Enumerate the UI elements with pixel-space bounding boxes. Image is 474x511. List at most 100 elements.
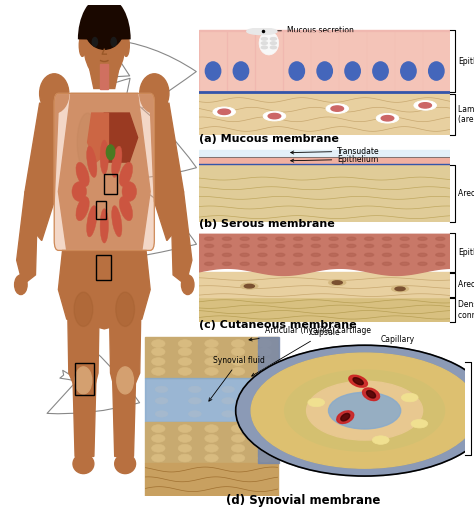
- Ellipse shape: [255, 386, 268, 392]
- Circle shape: [311, 262, 320, 265]
- Circle shape: [400, 253, 409, 257]
- Ellipse shape: [72, 182, 87, 201]
- Ellipse shape: [233, 62, 249, 80]
- Ellipse shape: [231, 367, 245, 375]
- Bar: [339, 32, 366, 90]
- Polygon shape: [17, 192, 37, 285]
- Ellipse shape: [353, 378, 363, 385]
- Ellipse shape: [178, 340, 191, 347]
- Ellipse shape: [178, 358, 191, 365]
- Polygon shape: [171, 192, 192, 285]
- Circle shape: [270, 37, 276, 40]
- Circle shape: [383, 237, 392, 240]
- Circle shape: [276, 237, 285, 240]
- Polygon shape: [90, 69, 119, 88]
- Circle shape: [251, 353, 474, 468]
- Ellipse shape: [373, 62, 388, 80]
- Circle shape: [240, 237, 249, 240]
- Bar: [199, 157, 450, 165]
- Circle shape: [258, 237, 267, 240]
- Text: Synovial fluid: Synovial fluid: [209, 356, 265, 401]
- Circle shape: [331, 106, 344, 111]
- Ellipse shape: [231, 454, 245, 462]
- Text: (a) Mucous membrane: (a) Mucous membrane: [199, 134, 339, 144]
- Ellipse shape: [15, 275, 27, 294]
- Circle shape: [365, 262, 374, 265]
- Circle shape: [383, 262, 392, 265]
- Ellipse shape: [73, 454, 94, 474]
- Ellipse shape: [213, 107, 236, 117]
- Circle shape: [365, 253, 374, 257]
- Ellipse shape: [428, 62, 444, 80]
- Circle shape: [328, 392, 401, 429]
- Text: Areolar tissue: Areolar tissue: [458, 281, 474, 289]
- Circle shape: [258, 244, 267, 247]
- Ellipse shape: [231, 340, 245, 347]
- Bar: [283, 32, 310, 90]
- Ellipse shape: [152, 434, 165, 443]
- Ellipse shape: [222, 398, 235, 404]
- Ellipse shape: [255, 411, 268, 417]
- Circle shape: [400, 244, 409, 247]
- Circle shape: [411, 420, 428, 428]
- Circle shape: [240, 262, 249, 265]
- Ellipse shape: [100, 140, 109, 174]
- Circle shape: [383, 244, 392, 247]
- Ellipse shape: [188, 398, 201, 404]
- Ellipse shape: [152, 425, 165, 432]
- Ellipse shape: [240, 283, 258, 289]
- Circle shape: [311, 237, 320, 240]
- Ellipse shape: [123, 34, 129, 56]
- Ellipse shape: [112, 146, 122, 177]
- Ellipse shape: [40, 74, 69, 113]
- Text: Capillary: Capillary: [373, 335, 415, 388]
- Ellipse shape: [222, 386, 235, 392]
- Circle shape: [347, 262, 356, 265]
- Circle shape: [347, 244, 356, 247]
- Ellipse shape: [259, 31, 279, 55]
- Ellipse shape: [337, 411, 354, 424]
- Circle shape: [218, 109, 230, 114]
- Bar: [395, 32, 422, 90]
- Bar: [199, 297, 450, 322]
- Ellipse shape: [366, 390, 375, 398]
- Circle shape: [308, 398, 325, 407]
- Circle shape: [418, 253, 427, 257]
- Circle shape: [347, 237, 356, 240]
- Circle shape: [222, 237, 231, 240]
- Bar: [199, 92, 450, 135]
- Bar: [146, 422, 278, 463]
- Bar: [311, 32, 338, 90]
- Ellipse shape: [205, 367, 218, 375]
- Ellipse shape: [182, 275, 194, 294]
- Text: Epithelium: Epithelium: [291, 155, 379, 164]
- Circle shape: [329, 237, 338, 240]
- Circle shape: [261, 46, 267, 49]
- Ellipse shape: [152, 454, 165, 462]
- Circle shape: [268, 113, 281, 119]
- Ellipse shape: [119, 162, 133, 187]
- Circle shape: [383, 253, 392, 257]
- Circle shape: [436, 262, 445, 265]
- Ellipse shape: [222, 411, 235, 417]
- Title: (d) Synovial membrane: (d) Synovial membrane: [226, 494, 381, 507]
- Circle shape: [419, 103, 431, 108]
- Polygon shape: [98, 113, 137, 162]
- Circle shape: [222, 253, 231, 257]
- Polygon shape: [58, 250, 150, 329]
- Bar: [96, 256, 110, 280]
- Circle shape: [258, 253, 267, 257]
- Ellipse shape: [205, 454, 218, 462]
- Ellipse shape: [188, 411, 201, 417]
- Ellipse shape: [178, 425, 191, 432]
- Circle shape: [285, 370, 445, 451]
- Ellipse shape: [111, 37, 116, 47]
- Polygon shape: [199, 234, 450, 275]
- Circle shape: [258, 262, 267, 265]
- Circle shape: [381, 115, 394, 121]
- Ellipse shape: [205, 445, 218, 452]
- Circle shape: [276, 262, 285, 265]
- Ellipse shape: [289, 62, 304, 80]
- Ellipse shape: [152, 340, 165, 347]
- Circle shape: [276, 253, 285, 257]
